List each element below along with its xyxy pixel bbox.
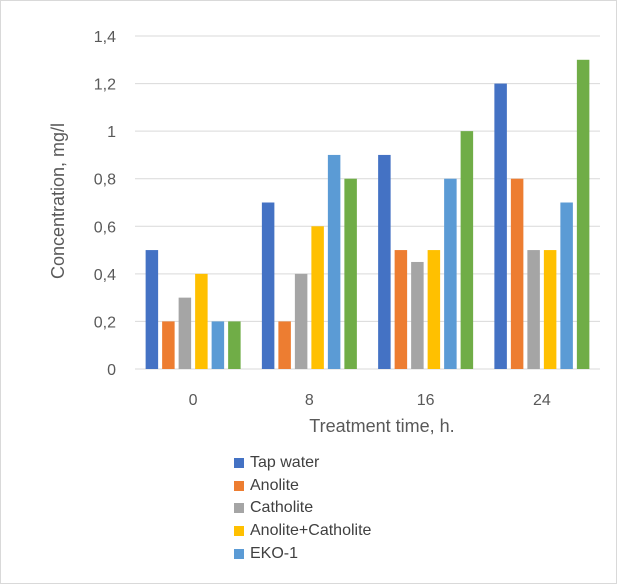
- bar: [261, 202, 275, 369]
- bar: [394, 250, 408, 369]
- legend-item: Catholite: [234, 497, 371, 520]
- y-tick-label: 1,4: [94, 29, 116, 46]
- legend-swatch: [234, 458, 244, 469]
- bar: [527, 250, 540, 369]
- bar: [145, 250, 159, 369]
- bar: [278, 321, 291, 369]
- legend-swatch: [234, 503, 244, 514]
- x-tick-labels: 0 8 16 24: [189, 392, 551, 409]
- bar: [543, 250, 557, 369]
- x-axis-title: Treatment time, h.: [309, 416, 454, 436]
- legend-item: EKO-1: [234, 542, 371, 565]
- bars: [145, 59, 590, 370]
- y-tick-label: 0,4: [94, 267, 116, 284]
- legend-label: Catholite: [250, 499, 314, 517]
- legend-label: Tap water: [250, 454, 320, 472]
- bar: [211, 321, 225, 369]
- legend-label: Anolite+Catholite: [250, 522, 372, 540]
- legend-item: Tap water: [234, 452, 371, 475]
- y-tick-label: 1: [107, 124, 116, 141]
- legend-label: Anolite: [250, 476, 299, 494]
- y-tick-label: 0,8: [94, 172, 116, 189]
- bar: [195, 273, 208, 369]
- bar: [178, 297, 192, 369]
- y-tick-label: 0,2: [94, 314, 116, 331]
- legend-item: Anolite+Catholite: [234, 520, 371, 543]
- bar: [162, 321, 175, 369]
- bar: [411, 261, 424, 369]
- bar: [378, 154, 391, 369]
- x-tick-label: 0: [189, 392, 198, 409]
- bar: [560, 202, 573, 369]
- bar: [427, 250, 441, 369]
- bar: [494, 83, 507, 370]
- bar: [344, 178, 357, 369]
- x-tick-label: 8: [305, 392, 314, 409]
- legend-swatch: [234, 526, 244, 537]
- bar: [311, 226, 324, 369]
- bar: [327, 154, 341, 369]
- legend: Tap water Anolite Catholite Anolite+Catholi…: [234, 452, 371, 565]
- bar: [228, 321, 241, 369]
- bar: [294, 273, 308, 369]
- legend-label: EKO-1: [250, 544, 299, 562]
- y-axis-title: Concentration, mg/l: [48, 123, 68, 279]
- y-tick-label: 1,2: [94, 77, 116, 94]
- bar: [576, 59, 590, 370]
- legend-swatch: [234, 548, 244, 559]
- bar: [444, 178, 457, 369]
- bar: [460, 131, 474, 369]
- x-tick-label: 16: [417, 392, 435, 409]
- y-tick-labels: 0 0,2 0,4 0,6 0,8 1 1,2 1,4: [94, 29, 116, 379]
- y-tick-label: 0: [107, 362, 116, 379]
- y-tick-label: 0,6: [94, 219, 116, 236]
- legend-swatch: [234, 480, 244, 491]
- legend-item: Anolite: [234, 475, 371, 498]
- bar: [510, 178, 524, 369]
- x-tick-label: 24: [533, 392, 551, 409]
